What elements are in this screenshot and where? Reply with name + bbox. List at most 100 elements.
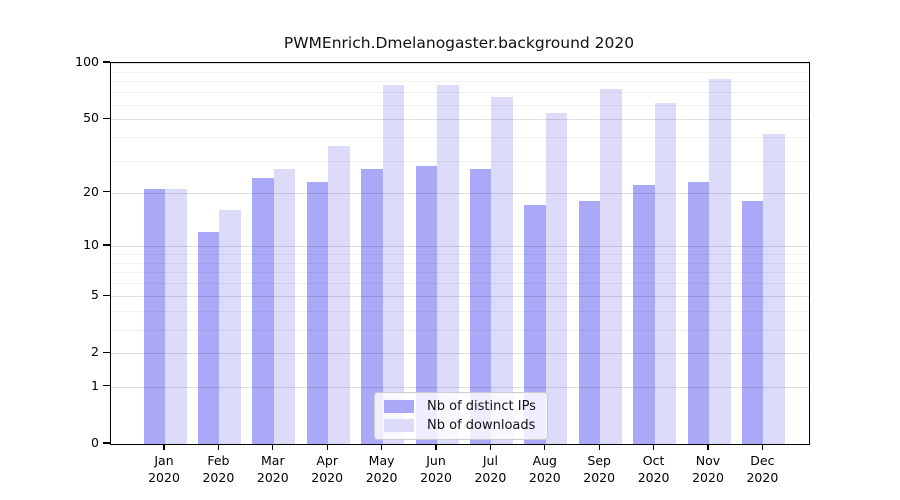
x-tick-mark-aug — [544, 444, 546, 451]
plot-area: Nb of distinct IPs Nb of downloads — [110, 62, 810, 445]
x-tick-year: 2020 — [637, 469, 670, 485]
y-tick-mark-0 — [103, 442, 110, 444]
gridline-minor-30 — [111, 160, 809, 162]
x-tick-year: 2020 — [474, 469, 507, 485]
bar-downloads-mar — [273, 168, 296, 444]
x-tick-month: Feb — [207, 453, 230, 468]
bar-ips-dec — [741, 200, 764, 444]
x-tick-month: Jan — [154, 453, 174, 468]
x-tick-year: 2020 — [420, 469, 452, 485]
gridline-major-1 — [111, 386, 809, 388]
bar-ips-aug — [524, 205, 546, 444]
x-tick-year: 2020 — [311, 469, 344, 485]
gridline-major-50 — [111, 119, 809, 121]
x-tick-month: Apr — [316, 453, 338, 468]
x-tick-label-dec: Dec 2020 — [730, 453, 794, 486]
x-tick-month: Dec — [750, 453, 775, 468]
x-tick-mark-sep — [598, 444, 600, 451]
y-tick-label-2: 2 — [91, 344, 99, 360]
x-tick-mark-feb — [217, 444, 220, 451]
gridline-minor-70 — [111, 92, 809, 94]
x-tick-year: 2020 — [202, 469, 235, 485]
legend: Nb of distinct IPs Nb of downloads — [374, 392, 548, 440]
y-tick-mark-20 — [103, 191, 110, 193]
gridline-major-10 — [111, 246, 809, 247]
y-tick-mark-50 — [103, 117, 110, 120]
gridline-minor-60 — [111, 104, 809, 106]
x-tick-month: Jun — [426, 453, 446, 468]
bar-downloads-jun — [437, 85, 459, 444]
x-tick-month: Sep — [587, 453, 611, 468]
bar-ips-mar — [252, 178, 274, 444]
y-tick-label-10: 10 — [83, 237, 99, 252]
y-tick-mark-1 — [103, 385, 110, 387]
x-tick-label-may: May 2020 — [350, 453, 414, 486]
gridline-minor-40 — [111, 137, 809, 139]
bar-downloads-jul — [491, 96, 513, 444]
x-tick-year: 2020 — [583, 469, 616, 485]
x-tick-month: Aug — [532, 453, 557, 468]
legend-label-downloads: Nb of downloads — [427, 418, 536, 433]
legend-swatch-ips — [384, 400, 414, 413]
x-tick-label-mar: Mar 2020 — [241, 453, 305, 486]
x-tick-label-nov: Nov 2020 — [676, 453, 740, 486]
x-tick-month: Mar — [261, 453, 285, 468]
legend-swatch-downloads — [384, 419, 414, 432]
bar-ips-nov — [687, 181, 709, 444]
bar-downloads-jan — [165, 188, 187, 444]
gridline-minor-6 — [111, 283, 809, 285]
gridline-major-100 — [111, 63, 809, 64]
legend-row-distinct-ips: Nb of distinct IPs — [384, 399, 536, 414]
x-tick-mark-jun — [435, 444, 437, 451]
x-tick-label-sep: Sep 2020 — [567, 453, 631, 486]
bar-ips-feb — [197, 232, 220, 444]
x-tick-label-jul: Jul 2020 — [458, 453, 522, 486]
bar-ips-jan — [143, 188, 165, 444]
y-tick-mark-2 — [103, 351, 110, 353]
x-tick-month: Jul — [482, 453, 498, 468]
bar-ips-jun — [415, 166, 437, 444]
gridline-minor-3 — [111, 329, 809, 331]
x-tick-mark-may — [381, 444, 383, 451]
y-tick-label-100: 100 — [75, 54, 99, 69]
x-tick-year: 2020 — [365, 469, 398, 485]
x-tick-year: 2020 — [148, 469, 180, 485]
bar-ips-oct — [633, 185, 655, 444]
y-tick-label-1: 1 — [91, 377, 99, 393]
x-tick-year: 2020 — [528, 469, 561, 485]
x-tick-year: 2020 — [256, 469, 289, 485]
chart-title: PWMEnrich.Dmelanogaster.background 2020 — [283, 34, 635, 52]
bar-downloads-aug — [545, 113, 568, 444]
x-tick-month: Oct — [642, 453, 665, 468]
x-tick-mark-mar — [272, 444, 274, 451]
x-tick-mark-dec — [761, 444, 764, 451]
x-tick-mark-jan — [163, 444, 165, 451]
gridline-minor-90 — [111, 71, 809, 73]
bar-downloads-oct — [654, 103, 677, 444]
gridline-major-20 — [111, 192, 809, 194]
bar-ips-sep — [578, 200, 601, 444]
bar-downloads-dec — [763, 133, 785, 444]
bar-ips-jul — [469, 168, 492, 444]
x-tick-label-jun: Jun 2020 — [404, 453, 468, 486]
y-tick-label-20: 20 — [83, 183, 99, 199]
gridline-major-2 — [111, 353, 809, 355]
bar-downloads-may — [382, 85, 405, 444]
y-tick-mark-100 — [103, 61, 110, 63]
x-tick-label-aug: Aug 2020 — [513, 453, 577, 486]
bar-downloads-sep — [600, 88, 622, 444]
x-tick-year: 2020 — [692, 469, 724, 485]
x-tick-label-apr: Apr 2020 — [295, 453, 359, 486]
x-tick-month: Nov — [695, 453, 721, 468]
bar-ips-apr — [306, 181, 329, 444]
y-tick-label-5: 5 — [91, 287, 99, 303]
x-tick-mark-oct — [653, 444, 655, 451]
bar-downloads-nov — [709, 79, 731, 444]
y-tick-mark-5 — [103, 294, 110, 296]
bar-downloads-feb — [219, 210, 241, 444]
x-tick-year: 2020 — [746, 469, 779, 485]
x-tick-mark-apr — [326, 444, 328, 451]
y-tick-mark-10 — [103, 244, 110, 246]
gridline-minor-80 — [111, 81, 809, 83]
